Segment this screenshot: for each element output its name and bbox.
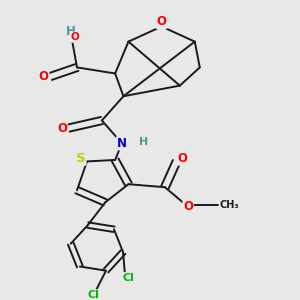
Text: Cl: Cl — [87, 290, 99, 300]
Text: N: N — [117, 137, 127, 150]
Text: CH₃: CH₃ — [219, 200, 239, 210]
Text: O: O — [183, 200, 193, 213]
Text: Cl: Cl — [122, 273, 134, 283]
Text: O: O — [157, 15, 166, 28]
Text: O: O — [39, 70, 49, 83]
Text: O: O — [71, 32, 80, 42]
Text: S: S — [76, 152, 86, 165]
Text: H: H — [139, 137, 148, 147]
Text: O: O — [57, 122, 67, 135]
Text: H: H — [65, 25, 75, 38]
Text: O: O — [178, 152, 188, 165]
